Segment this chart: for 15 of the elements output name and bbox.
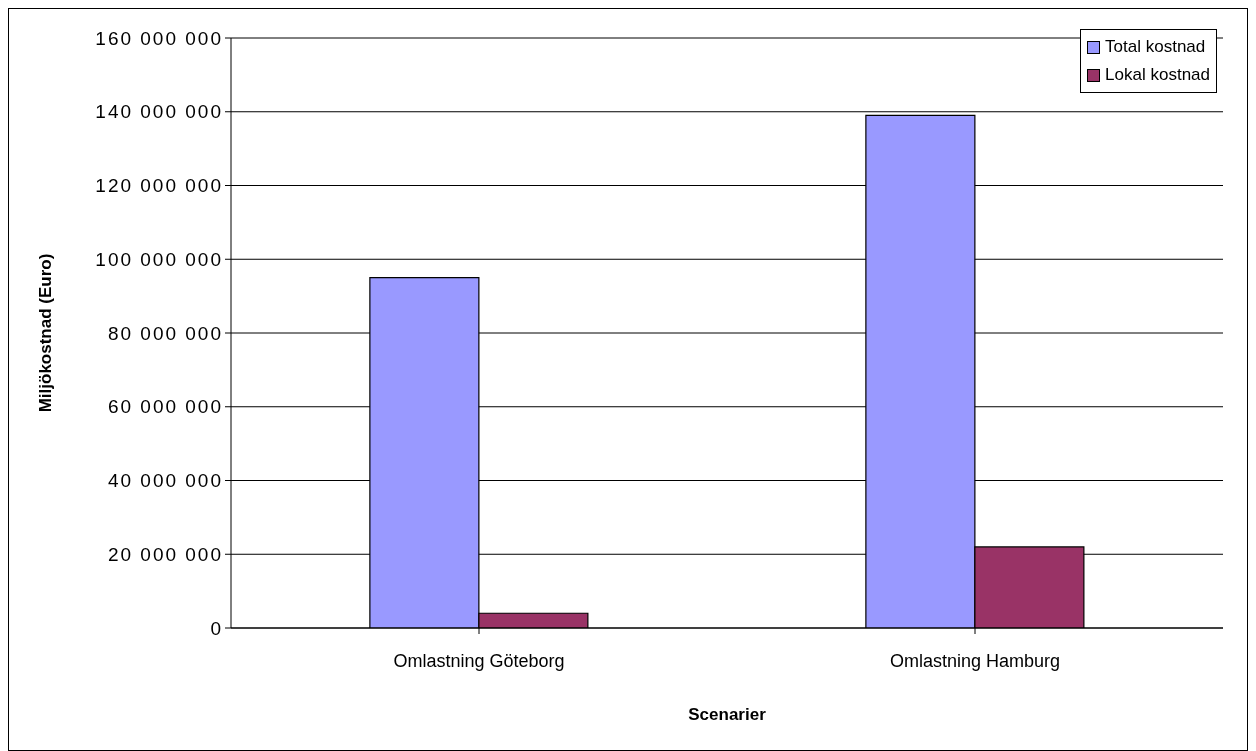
y-tick-label: 40 000 000 (107, 470, 223, 492)
x-axis-title: Scenarier (688, 705, 767, 724)
y-tick-label: 0 (210, 617, 223, 639)
y-tick-label: 140 000 000 (95, 101, 223, 123)
y-tick-label: 80 000 000 (107, 322, 223, 344)
legend-label: Lokal kostnad (1105, 64, 1210, 86)
x-tick-label: Omlastning Göteborg (393, 650, 565, 671)
legend-label: Total kostnad (1105, 36, 1206, 58)
y-tick-label: 20 000 000 (107, 543, 223, 565)
y-tick-label: 60 000 000 (107, 396, 223, 418)
y-tick-label: 100 000 000 (95, 248, 223, 270)
y-tick-label: 160 000 000 (95, 27, 223, 49)
x-tick-label: Omlastning Hamburg (889, 650, 1061, 671)
y-axis-title: Miljökostnad (Euro) (36, 253, 56, 413)
y-tick-label: 120 000 000 (95, 175, 223, 197)
